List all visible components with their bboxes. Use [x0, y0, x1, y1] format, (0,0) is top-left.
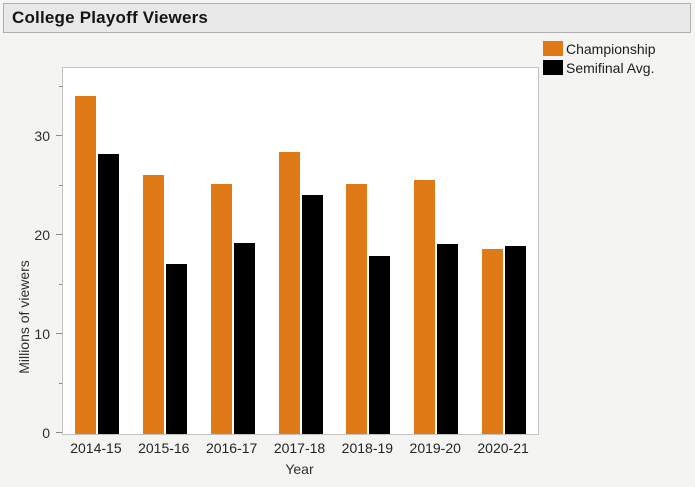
- bar-championship-2019-20[interactable]: [414, 179, 436, 434]
- bar-championship-2014-15[interactable]: [74, 95, 96, 434]
- x-tick-label: 2017-18: [273, 440, 326, 456]
- semifinal-swatch-icon: [543, 60, 563, 75]
- bar-championship-2016-17[interactable]: [210, 183, 232, 434]
- y-tick-mark: [56, 432, 62, 433]
- x-axis-title: Year: [285, 461, 314, 477]
- bar-semifinal-avg-2015-16[interactable]: [165, 263, 187, 434]
- x-tick-label: 2015-16: [138, 440, 190, 456]
- x-tick-label: 2016-17: [205, 440, 258, 456]
- x-tick-label: 2018-19: [341, 440, 394, 456]
- bar-group-2018-19: [334, 68, 402, 434]
- bar-championship-2017-18[interactable]: [278, 152, 300, 434]
- y-tick-label: 10: [34, 326, 50, 343]
- y-tick-mark: [59, 382, 62, 384]
- legend-label: Championship: [566, 40, 656, 57]
- bar-semifinal-avg-2014-15[interactable]: [97, 154, 119, 434]
- championship-swatch-icon: [543, 41, 563, 56]
- report-title-bar: College Playoff Viewers: [3, 3, 691, 33]
- bar-semifinal-avg-2019-20[interactable]: [437, 244, 459, 434]
- y-tick-mark: [59, 283, 62, 285]
- plot-area: [62, 67, 539, 435]
- legend-label: Semifinal Avg.: [566, 59, 655, 76]
- x-tick-label: 2014-15: [70, 440, 122, 456]
- bar-group-2015-16: [131, 68, 199, 434]
- y-tick-mark: [56, 333, 62, 335]
- legend-item-semifinal[interactable]: Semifinal Avg.: [543, 59, 656, 76]
- bar-championship-2015-16[interactable]: [142, 174, 164, 434]
- bar-group-2020-21: [470, 68, 538, 434]
- y-tick-mark: [59, 184, 62, 186]
- y-tick-mark: [59, 85, 62, 87]
- y-axis: Millions of viewers 0 10 20 30: [0, 67, 62, 440]
- bar-semifinal-avg-2018-19[interactable]: [369, 255, 391, 434]
- bar-semifinal-avg-2020-21[interactable]: [505, 246, 527, 434]
- bar-championship-2020-21[interactable]: [482, 249, 504, 434]
- bar-group-2014-15: [63, 68, 131, 434]
- bar-semifinal-avg-2017-18[interactable]: [301, 194, 323, 434]
- bar-championship-2018-19[interactable]: [346, 183, 368, 434]
- y-tick-label: 20: [34, 227, 50, 244]
- bar-group-2016-17: [199, 68, 267, 434]
- x-tick-label: 2020-21: [477, 440, 529, 456]
- x-tick-label: 2019-20: [409, 440, 461, 456]
- x-axis-tick-labels: 2014-15 2015-16 2016-17 2017-18 2018-19 2019-…: [62, 440, 537, 456]
- y-axis-title: Millions of viewers: [16, 260, 32, 374]
- legend: Championship Semifinal Avg.: [543, 40, 656, 76]
- y-tick-label: 0: [42, 425, 50, 441]
- bar-group-2017-18: [267, 68, 335, 434]
- legend-item-championship[interactable]: Championship: [543, 40, 656, 57]
- bar-semifinal-avg-2016-17[interactable]: [233, 243, 255, 434]
- y-tick-label: 30: [34, 128, 50, 145]
- bar-group-2019-20: [402, 68, 470, 434]
- y-tick-mark: [56, 135, 62, 137]
- bars-container: [63, 68, 538, 434]
- page-title: College Playoff Viewers: [12, 8, 209, 27]
- y-tick-mark: [56, 234, 62, 236]
